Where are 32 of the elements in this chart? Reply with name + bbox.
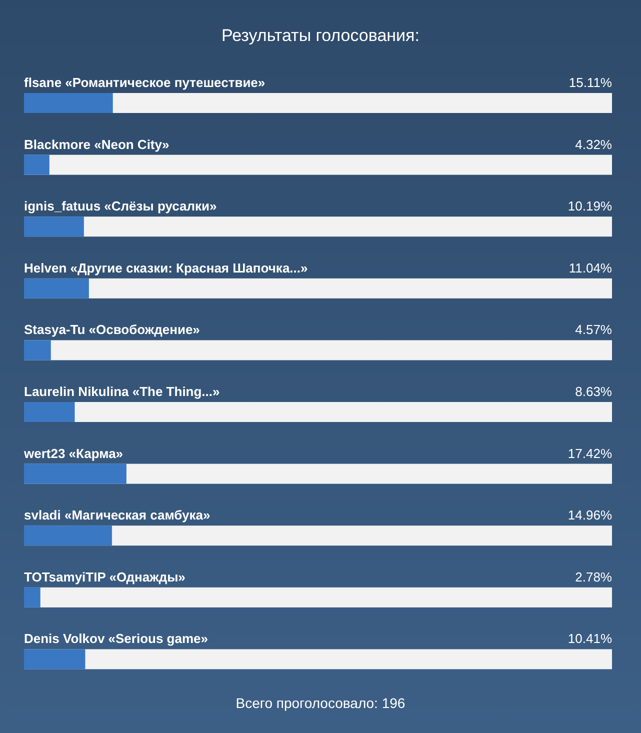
- y-tick-label: flsane «Романтическое путешествие»: [24, 75, 266, 90]
- y-tick-label: TOTsamyiTIP «Однажды»: [24, 569, 186, 584]
- y-tick-label: ignis_fatuus «Слёзы русалки»: [24, 198, 217, 214]
- data-label: 4.32%: [575, 136, 612, 152]
- data-label: 4.57%: [575, 322, 612, 338]
- bar: [24, 216, 84, 237]
- bar: [24, 402, 75, 422]
- data-label: 2.78%: [575, 569, 612, 584]
- bar: [24, 526, 112, 546]
- data-label: 14.96%: [568, 508, 612, 523]
- bar: [24, 649, 86, 670]
- data-label: 11.04%: [568, 260, 612, 276]
- bar: [24, 93, 113, 113]
- y-tick-label: Blackmore «Neon City»: [24, 136, 170, 152]
- y-tick-label: Stasya-Tu «Освобождение»: [24, 322, 200, 338]
- y-tick-label: Denis Volkov «Serious game»: [24, 631, 208, 646]
- text: Всего проголосовало: 196: [236, 695, 406, 711]
- y-tick-label: Laurelin Nikulina «The Thing...»: [24, 384, 220, 399]
- bar: [24, 464, 126, 484]
- data-label: 10.19%: [568, 198, 612, 214]
- data-label: 10.41%: [568, 631, 612, 646]
- bar: [24, 278, 89, 298]
- bar: [24, 587, 40, 608]
- bar: [24, 340, 51, 360]
- data-label: 15.11%: [568, 75, 612, 90]
- bar: [24, 154, 50, 175]
- y-tick-label: svladi «Магическая самбука»: [24, 508, 210, 523]
- y-tick-label: wert23 «Карма»: [23, 446, 124, 461]
- data-label: 8.63%: [575, 384, 612, 399]
- y-tick-label: Helven «Другие сказки: Красная Шапочка...»: [24, 260, 308, 276]
- data-label: 17.42%: [568, 446, 612, 461]
- chart-title: Результаты голосования:: [222, 26, 420, 45]
